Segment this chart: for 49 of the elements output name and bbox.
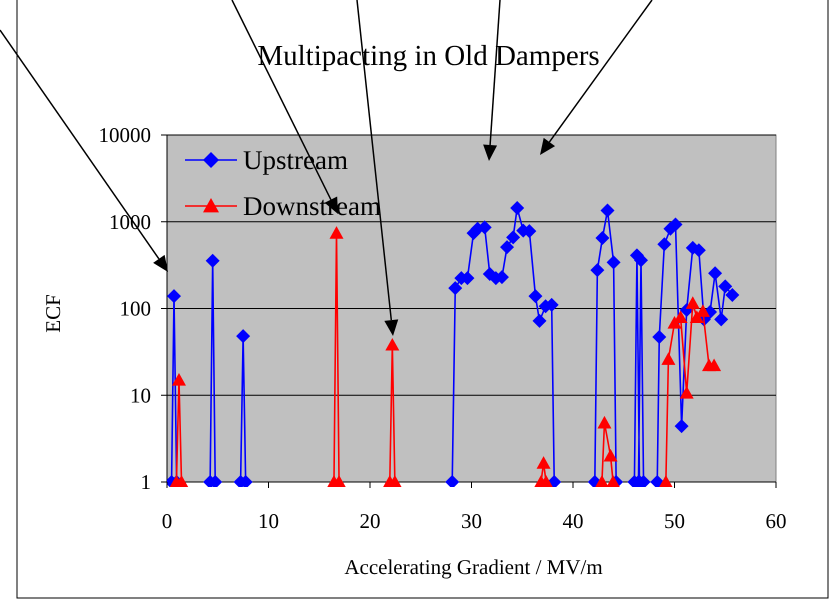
point (604, 448, 618, 462)
x-axis-title: Accelerating Gradient / MV/m (344, 555, 603, 579)
point (236, 329, 250, 344)
point (725, 288, 740, 302)
point (448, 281, 462, 296)
point (590, 263, 604, 278)
y-tick-label: 10000 (98, 123, 151, 147)
y-axis-title: ECF (41, 294, 65, 333)
y-tick-label: 1 (140, 470, 151, 494)
point (680, 386, 694, 399)
point (686, 296, 700, 309)
x-tick-label: 30 (461, 509, 482, 533)
point (718, 279, 732, 294)
point (167, 289, 182, 304)
x-tick-label: 60 (766, 509, 786, 533)
point (172, 372, 186, 386)
x-tick-label: 50 (664, 509, 685, 533)
point (708, 266, 722, 280)
point (606, 475, 620, 487)
y-tick-label: 100 (120, 296, 151, 320)
point (510, 201, 524, 216)
point (661, 352, 676, 365)
point (650, 475, 664, 487)
point (500, 240, 514, 254)
point (595, 230, 610, 245)
x-tick-label: 20 (360, 509, 380, 533)
x-tick-label: 10 (258, 509, 279, 533)
y-tick-label: 10 (130, 383, 151, 408)
point (528, 289, 542, 304)
point (600, 203, 615, 218)
point (330, 226, 344, 239)
point (658, 475, 673, 487)
point (385, 338, 400, 351)
point (606, 255, 621, 270)
point (445, 475, 460, 487)
point (532, 314, 547, 328)
x-tick-label: 40 (562, 509, 584, 533)
point (594, 475, 609, 487)
point (536, 456, 551, 469)
point (674, 419, 689, 434)
point (657, 237, 672, 252)
point (668, 217, 683, 232)
point (714, 312, 728, 326)
point (597, 416, 612, 428)
point (506, 230, 520, 244)
point (652, 330, 666, 344)
x-tick-label: 0 (162, 509, 172, 533)
point (206, 254, 220, 268)
point (707, 358, 722, 372)
